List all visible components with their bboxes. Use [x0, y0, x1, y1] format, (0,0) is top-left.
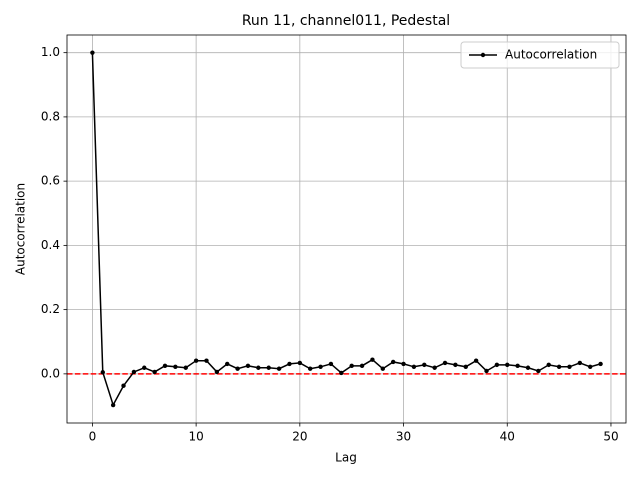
- x-tick-label: 30: [396, 430, 411, 444]
- data-point: [266, 365, 271, 370]
- data-point: [567, 364, 572, 369]
- data-line: [91, 52, 601, 407]
- y-tick-label: 0.8: [41, 109, 60, 123]
- data-point: [515, 363, 520, 369]
- data-point: [110, 402, 116, 408]
- data-point: [349, 363, 354, 369]
- data-point: [577, 360, 583, 366]
- data-point: [276, 366, 282, 371]
- data-point: [432, 365, 437, 370]
- legend-box: [460, 41, 620, 69]
- data-point: [131, 369, 137, 375]
- data-point: [339, 370, 344, 376]
- legend-label: Autocorrelation: [505, 48, 597, 62]
- x-tick-label: 0: [89, 430, 97, 444]
- data-point: [453, 362, 458, 368]
- y-axis-label: Autocorrelation: [14, 183, 28, 275]
- data-point: [162, 363, 168, 369]
- data-point: [121, 383, 126, 388]
- data-point: [308, 366, 313, 371]
- x-tick-label: 20: [292, 430, 307, 444]
- y-tick-label: 0.6: [41, 174, 60, 188]
- data-point: [525, 365, 531, 370]
- x-tick-label: 50: [603, 430, 618, 444]
- data-point: [204, 358, 209, 363]
- data-point: [90, 50, 95, 55]
- data-point: [463, 364, 468, 369]
- data-point: [214, 369, 220, 375]
- data-point: [370, 357, 375, 362]
- data-point: [505, 362, 510, 368]
- data-point: [287, 361, 292, 367]
- data-point: [318, 364, 323, 369]
- data-point: [359, 363, 365, 369]
- data-point: [193, 358, 199, 363]
- data-point: [442, 360, 448, 366]
- data-point: [142, 365, 147, 370]
- data-point: [588, 364, 593, 369]
- data-point: [183, 365, 188, 370]
- data-point: [598, 361, 603, 367]
- data-point: [152, 369, 157, 375]
- legend-marker: [480, 52, 486, 58]
- data-point: [473, 358, 479, 363]
- y-tick-label: 0.4: [41, 238, 60, 252]
- data-point: [380, 366, 385, 371]
- y-tick-label: 0.2: [41, 302, 60, 316]
- chart-title: Run 11, channel011, Pedestal: [242, 13, 450, 29]
- data-point: [100, 370, 105, 375]
- data-point: [235, 366, 240, 371]
- data-point: [546, 362, 551, 368]
- y-tick-label: 1.0: [41, 45, 60, 59]
- data-point: [173, 364, 178, 369]
- data-point: [390, 359, 396, 365]
- data-point: [245, 363, 251, 369]
- plot-frame: [66, 34, 627, 424]
- data-point: [536, 368, 541, 374]
- data-point: [328, 361, 334, 367]
- data-point: [256, 365, 261, 370]
- data-point: [484, 368, 489, 374]
- x-tick-label: 40: [500, 430, 515, 444]
- data-point: [556, 364, 562, 369]
- data-point: [494, 362, 500, 368]
- data-point: [401, 361, 406, 367]
- data-point: [225, 361, 230, 367]
- data-point: [411, 364, 417, 369]
- x-axis-label: Lag: [335, 451, 357, 465]
- data-point: [422, 362, 427, 368]
- data-point: [297, 360, 303, 366]
- x-tick-label: 10: [188, 430, 203, 444]
- y-tick-label: 0.0: [41, 366, 60, 380]
